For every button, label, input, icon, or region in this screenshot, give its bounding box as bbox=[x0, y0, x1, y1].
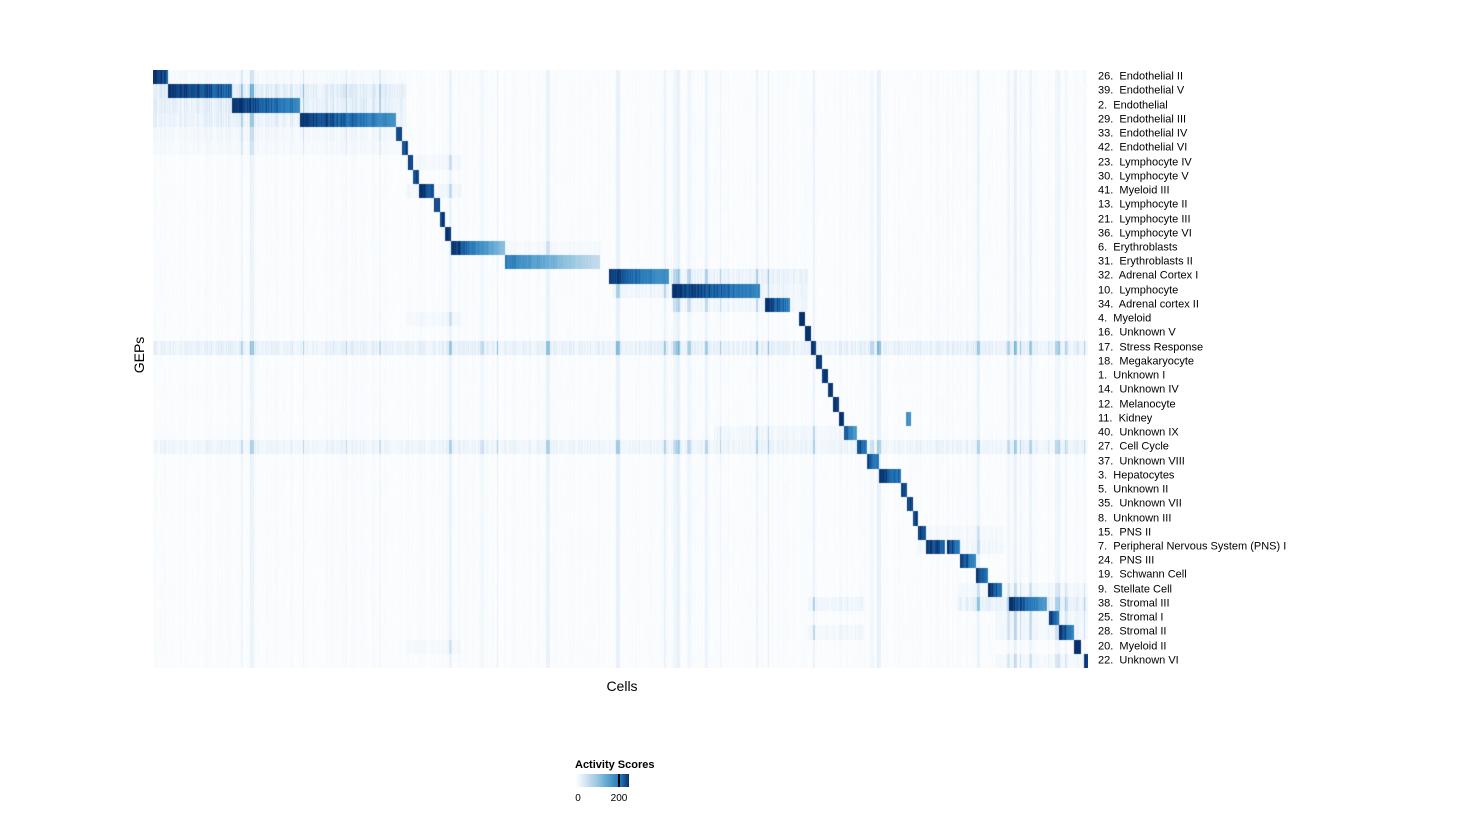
gep-row-label: 10. Lymphocyte bbox=[1098, 284, 1179, 297]
gep-row-label: 21. Lymphocyte III bbox=[1098, 213, 1191, 225]
gep-row-label: 12. Melanocyte bbox=[1098, 398, 1176, 411]
gep-row-label: 7. Peripheral Nervous System (PNS) I bbox=[1098, 540, 1287, 553]
gep-row-label: 33. Endothelial IV bbox=[1098, 127, 1188, 140]
gep-row-label: 2. Endothelial bbox=[1098, 99, 1168, 112]
gep-row-label: 27. Cell Cycle bbox=[1098, 440, 1169, 453]
gep-row-label: 42. Endothelial VI bbox=[1098, 141, 1188, 154]
gep-row-label: 5. Unknown II bbox=[1098, 483, 1169, 496]
gep-row-label: 41. Myeloid III bbox=[1098, 184, 1170, 197]
gep-row-label: 17. Stress Response bbox=[1098, 341, 1204, 354]
x-axis-label: Cells bbox=[606, 678, 638, 694]
gep-row-label: 6. Erythroblasts bbox=[1098, 241, 1178, 254]
gep-row-label: 11. Kidney bbox=[1098, 412, 1153, 425]
gep-row-label: 22. Unknown VI bbox=[1098, 654, 1179, 667]
gep-row-label: 26. Endothelial II bbox=[1098, 70, 1184, 83]
gep-row-label: 37. Unknown VIII bbox=[1098, 455, 1185, 468]
gep-row-label: 23. Lymphocyte IV bbox=[1098, 156, 1192, 169]
y-axis-label: GEPs bbox=[131, 336, 147, 374]
gep-row-label: 1. Unknown I bbox=[1098, 369, 1166, 382]
gep-row-label: 19. Schwann Cell bbox=[1098, 568, 1187, 581]
gep-row-label: 4. Myeloid bbox=[1098, 312, 1152, 325]
gep-row-label: 18. Megakaryocyte bbox=[1098, 355, 1194, 368]
gep-row-label: 38. Stromal III bbox=[1098, 597, 1170, 610]
gep-row-label: 28. Stromal II bbox=[1098, 625, 1167, 638]
gep-row-label: 8. Unknown III bbox=[1098, 512, 1172, 524]
gep-row-label: 39. Endothelial V bbox=[1098, 84, 1185, 97]
gep-row-label: 31. Erythroblasts II bbox=[1098, 255, 1193, 268]
gep-row-label: 13. Lymphocyte II bbox=[1098, 198, 1188, 211]
gep-row-label: 9. Stellate Cell bbox=[1098, 583, 1172, 596]
legend-tick-mark bbox=[617, 774, 620, 787]
gep-row-label: 14. Unknown IV bbox=[1098, 383, 1179, 396]
gep-row-label: 32. Adrenal Cortex I bbox=[1098, 269, 1199, 282]
legend-tick-0: 0 bbox=[575, 793, 581, 804]
gep-row-label: 30. Lymphocyte V bbox=[1098, 170, 1189, 183]
gep-row-label: 34. Adrenal cortex II bbox=[1098, 298, 1199, 311]
heatmap-canvas bbox=[153, 70, 1088, 668]
gep-row-label: 20. Myeloid II bbox=[1098, 640, 1167, 653]
gep-row-label: 3. Hepatocytes bbox=[1098, 469, 1175, 482]
gep-row-label: 24. PNS III bbox=[1098, 554, 1155, 567]
gep-row-label: 16. Unknown V bbox=[1098, 326, 1176, 339]
legend-gradient-bar bbox=[575, 774, 629, 787]
legend-tick-200: 200 bbox=[610, 793, 628, 804]
gep-row-label: 15. PNS II bbox=[1098, 526, 1152, 539]
gep-row-label: 29. Endothelial III bbox=[1098, 113, 1187, 126]
gep-row-label: 36. Lymphocyte VI bbox=[1098, 227, 1192, 240]
gep-row-label: 25. Stromal I bbox=[1098, 611, 1164, 624]
legend-title: Activity Scores bbox=[575, 759, 655, 771]
gep-row-label: 35. Unknown VII bbox=[1098, 497, 1182, 510]
gep-row-label: 40. Unknown IX bbox=[1098, 426, 1179, 439]
